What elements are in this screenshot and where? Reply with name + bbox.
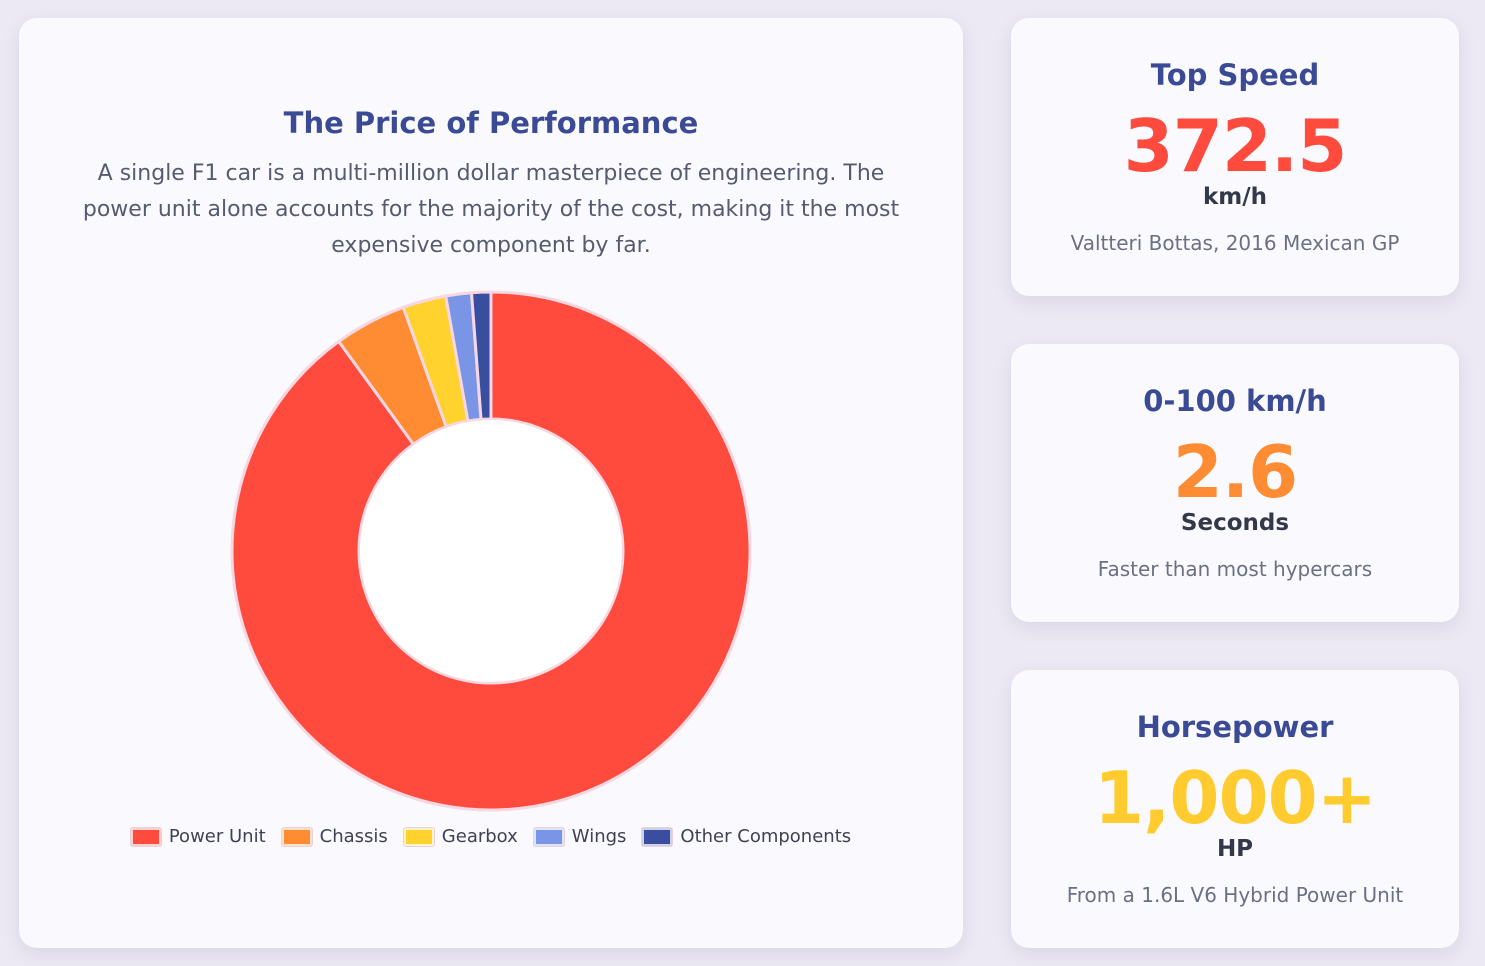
stat-value: 2.6: [1172, 430, 1299, 514]
legend-swatch: [403, 827, 434, 846]
donut-slice-other-components[interactable]: [469, 290, 493, 421]
legend-label: Chassis: [319, 826, 388, 847]
donut-chart: [230, 290, 752, 812]
legend-label: Power Unit: [168, 826, 266, 847]
legend-label: Wings: [571, 826, 627, 847]
legend-item-gearbox[interactable]: Gearbox: [403, 826, 518, 847]
donut-hole: [360, 420, 622, 682]
legend-swatch: [281, 827, 312, 846]
donut-slice-power-unit[interactable]: [230, 290, 752, 812]
stat-note: From a 1.6L V6 Hybrid Power Unit: [1066, 883, 1404, 907]
stat-title: 0-100 km/h: [1143, 384, 1327, 418]
stat-card-top-speed: Top Speed 372.5 km/h Valtteri Bottas, 20…: [1011, 18, 1459, 296]
stat-unit: km/h: [1202, 184, 1268, 210]
chart-description: A single F1 car is a multi-million dolla…: [82, 161, 900, 258]
legend-swatch: [533, 827, 564, 846]
stat-unit: HP: [1216, 836, 1254, 862]
legend-swatch: [642, 827, 673, 846]
chart-card: The Price of Performance A single F1 car…: [19, 18, 963, 948]
chart-title: The Price of Performance: [283, 106, 699, 140]
stat-note: Faster than most hypercars: [1097, 557, 1373, 581]
stat-title: Horsepower: [1136, 710, 1334, 744]
legend-item-chassis[interactable]: Chassis: [281, 826, 388, 847]
stat-title: Top Speed: [1150, 58, 1320, 92]
stat-card-acceleration: 0-100 km/h 2.6 Seconds Faster than most …: [1011, 344, 1459, 622]
stat-value: 1,000+: [1093, 756, 1377, 840]
stat-unit: Seconds: [1180, 510, 1290, 536]
legend-item-other-components[interactable]: Other Components: [642, 826, 851, 847]
legend-item-power-unit[interactable]: Power Unit: [130, 826, 266, 847]
stat-card-horsepower: Horsepower 1,000+ HP From a 1.6L V6 Hybr…: [1011, 670, 1459, 948]
legend-item-wings[interactable]: Wings: [533, 826, 627, 847]
legend-label: Gearbox: [441, 826, 518, 847]
legend-swatch: [130, 827, 161, 846]
stat-value: 372.5: [1123, 104, 1348, 188]
legend-label: Other Components: [680, 826, 852, 847]
stat-note: Valtteri Bottas, 2016 Mexican GP: [1070, 231, 1400, 255]
chart-legend: Power Unit Chassis Gearbox Wings Other Compo…: [19, 826, 963, 847]
